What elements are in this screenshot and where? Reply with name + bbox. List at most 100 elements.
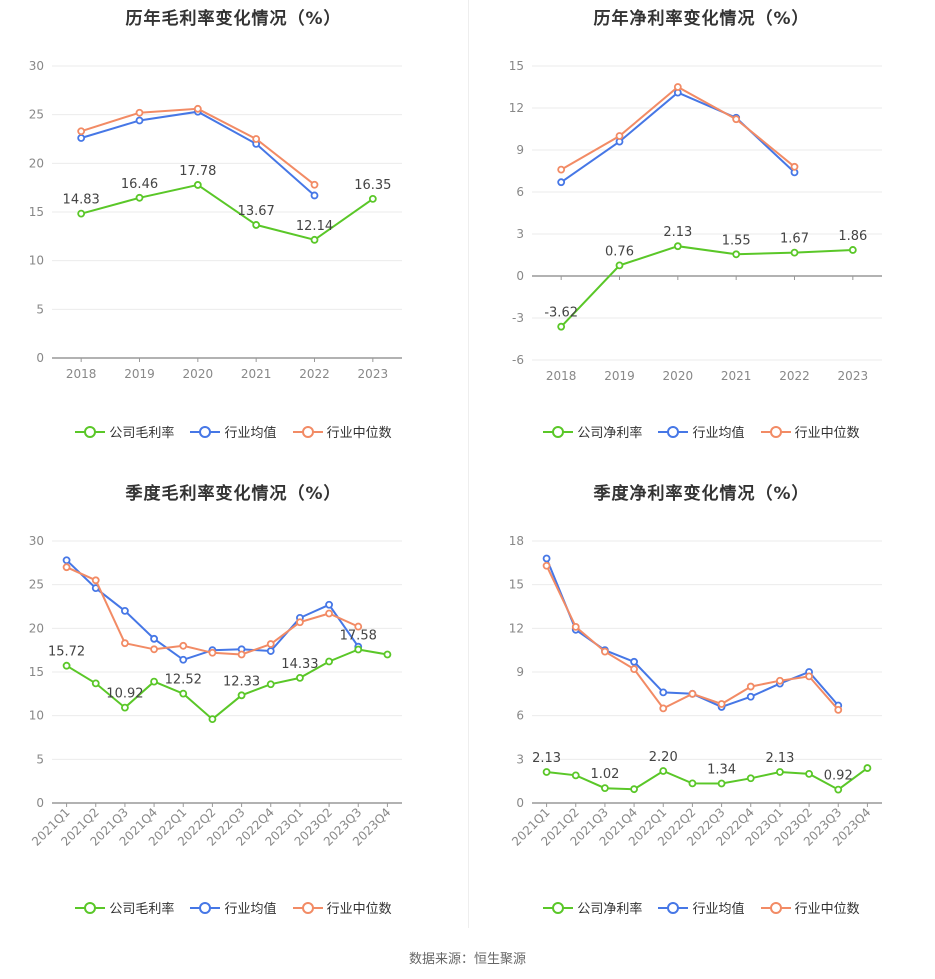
chart-plot: -6 -3 0 3 6 9 12 15 2018 2019 2020 2021 2022 2023 -3.6… bbox=[509, 59, 882, 383]
legend-avg-icon bbox=[190, 425, 221, 438]
panel-divider bbox=[468, 0, 469, 928]
legend-median[interactable]: 行业中位数 bbox=[292, 898, 392, 917]
legend-median-icon bbox=[760, 425, 791, 438]
annual-net-margin-panel: 历年净利率变化情况（%） -6 -3 0 3 6 9 12 15 2018 2019 2020 202… bbox=[468, 0, 935, 470]
y-tick-label: 30 bbox=[29, 534, 44, 548]
data-label: 14.83 bbox=[63, 193, 100, 208]
data-point bbox=[325, 609, 333, 618]
y-tick-label: 5 bbox=[36, 302, 44, 316]
data-point bbox=[848, 246, 857, 254]
legend-company[interactable]: 公司净利率 bbox=[543, 422, 642, 441]
y-tick-label: 0 bbox=[516, 796, 524, 810]
y-tick-label: 3 bbox=[516, 227, 524, 241]
data-point bbox=[296, 618, 304, 627]
data-label: 14.33 bbox=[281, 657, 318, 672]
data-label: 12.52 bbox=[165, 673, 202, 688]
data-point bbox=[630, 785, 638, 794]
series-line bbox=[546, 767, 868, 791]
x-tick-label: 2019 bbox=[604, 369, 635, 383]
quarterly-gross-margin-panel: 季度毛利率变化情况（%） 0 5 10 15 20 25 30 2021Q1 2021Q2 202… bbox=[0, 475, 467, 945]
data-label: 1.67 bbox=[780, 232, 809, 247]
legend-median-icon bbox=[292, 901, 323, 914]
x-tick-label: 2023 bbox=[358, 367, 389, 381]
data-point bbox=[266, 640, 275, 648]
data-point bbox=[135, 193, 144, 202]
data-label: 13.67 bbox=[238, 204, 275, 219]
data-point bbox=[601, 647, 609, 656]
legend-median-label: 行业中位数 bbox=[794, 426, 860, 441]
data-point bbox=[571, 622, 580, 631]
legend-avg-icon bbox=[190, 901, 221, 914]
chart-legend: 公司毛利率 行业均值 行业中位数 bbox=[0, 898, 467, 919]
legend-avg[interactable]: 行业均值 bbox=[658, 898, 745, 917]
x-tick-label: 2023 bbox=[838, 369, 869, 383]
data-point bbox=[62, 661, 71, 670]
legend-median[interactable]: 行业中位数 bbox=[760, 422, 860, 441]
y-tick-label: 18 bbox=[509, 534, 524, 548]
chart-title: 季度毛利率变化情况（%） bbox=[125, 484, 342, 504]
chart-legend: 公司净利率 行业均值 行业中位数 bbox=[468, 898, 935, 919]
data-source: 数据来源：恒生聚源 bbox=[408, 952, 526, 967]
quarterly-net-margin-panel: 季度净利率变化情况（%） 0 3 6 9 12 15 18 2021Q1 2021Q2 2021Q… bbox=[468, 475, 935, 945]
data-label: 17.58 bbox=[340, 628, 377, 643]
y-tick-label: 20 bbox=[29, 156, 44, 170]
y-tick-label: 10 bbox=[29, 709, 44, 723]
data-point bbox=[179, 641, 188, 650]
x-tick-label: 2018 bbox=[66, 367, 97, 381]
x-tick-label: 2019 bbox=[124, 367, 155, 381]
y-tick-label: 9 bbox=[516, 665, 524, 679]
legend-median-label: 行业中位数 bbox=[794, 902, 860, 917]
x-tick-label: 2020 bbox=[183, 367, 214, 381]
legend-avg[interactable]: 行业均值 bbox=[658, 422, 745, 441]
data-label: 16.46 bbox=[121, 177, 158, 192]
data-point bbox=[659, 688, 668, 697]
y-tick-label: 0 bbox=[36, 796, 44, 810]
data-point bbox=[673, 242, 682, 251]
legend-avg-label: 行业均值 bbox=[224, 426, 277, 441]
legend-median[interactable]: 行业中位数 bbox=[760, 898, 860, 917]
data-point bbox=[542, 768, 551, 776]
data-point bbox=[717, 779, 726, 788]
data-label: 16.35 bbox=[354, 178, 391, 193]
data-label: 15.72 bbox=[48, 645, 85, 660]
data-point bbox=[688, 779, 697, 788]
legend-avg[interactable]: 行业均值 bbox=[190, 422, 277, 441]
legend-avg-label: 行业均值 bbox=[692, 902, 745, 917]
data-point bbox=[91, 576, 100, 585]
data-point bbox=[557, 178, 566, 187]
data-point bbox=[91, 679, 100, 688]
legend-median-icon bbox=[292, 425, 323, 438]
y-tick-label: 25 bbox=[29, 108, 44, 122]
legend-company[interactable]: 公司毛利率 bbox=[75, 422, 174, 441]
data-label: 12.33 bbox=[223, 674, 260, 689]
legend-company-icon bbox=[543, 425, 574, 438]
data-point bbox=[557, 165, 566, 174]
data-point bbox=[557, 322, 566, 331]
legend-avg[interactable]: 行业均值 bbox=[190, 898, 277, 917]
data-point bbox=[296, 673, 304, 682]
data-label: 2.20 bbox=[649, 750, 678, 765]
legend-median[interactable]: 行业中位数 bbox=[292, 422, 392, 441]
data-point bbox=[121, 606, 129, 615]
data-point bbox=[542, 561, 551, 570]
y-tick-label: 12 bbox=[509, 101, 524, 115]
legend-company[interactable]: 公司毛利率 bbox=[75, 898, 174, 917]
chart-legend: 公司净利率 行业均值 行业中位数 bbox=[468, 422, 935, 443]
data-point bbox=[77, 209, 86, 218]
data-point bbox=[77, 134, 86, 142]
data-point bbox=[601, 784, 609, 793]
data-point bbox=[179, 689, 188, 698]
y-tick-label: 15 bbox=[509, 578, 524, 592]
y-tick-label: 9 bbox=[516, 143, 524, 157]
data-point bbox=[688, 689, 697, 698]
legend-avg-label: 行业均值 bbox=[692, 426, 745, 441]
legend-median-label: 行业中位数 bbox=[326, 426, 392, 441]
legend-avg-label: 行业均值 bbox=[224, 902, 277, 917]
y-tick-label: 20 bbox=[29, 621, 44, 635]
data-point bbox=[310, 191, 319, 200]
legend-company-label: 公司毛利率 bbox=[109, 902, 175, 917]
legend-company[interactable]: 公司净利率 bbox=[543, 898, 642, 917]
data-point bbox=[717, 700, 726, 708]
legend-avg-icon bbox=[658, 901, 689, 914]
legend-company-label: 公司净利率 bbox=[577, 902, 643, 917]
